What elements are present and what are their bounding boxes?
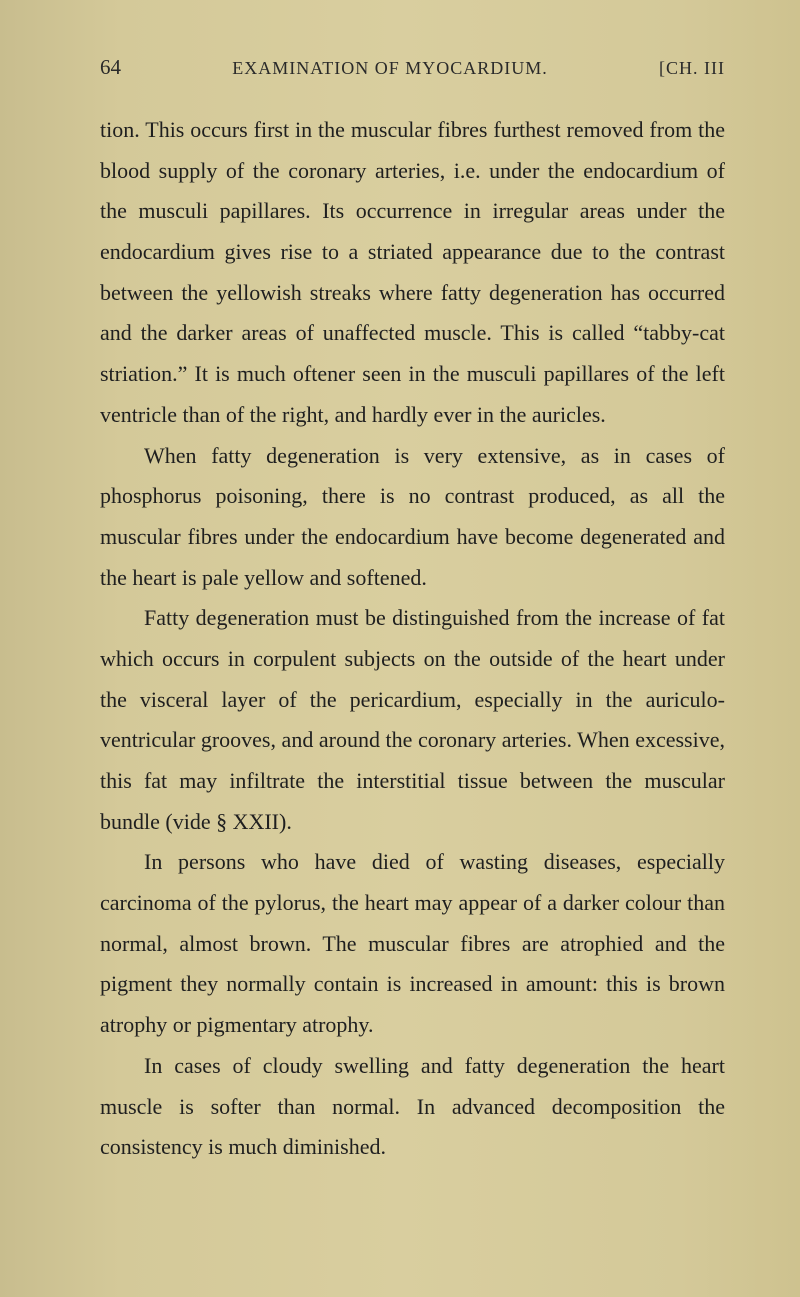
header-title: EXAMINATION OF MYOCARDIUM.	[232, 58, 548, 79]
paragraph-5: In cases of cloudy swelling and fatty de…	[100, 1046, 725, 1168]
page-number: 64	[100, 55, 121, 80]
body-text: tion. This occurs first in the muscular …	[100, 110, 725, 1168]
paragraph-3: Fatty degeneration must be distinguished…	[100, 598, 725, 842]
paragraph-1: tion. This occurs first in the muscular …	[100, 110, 725, 436]
page-header: 64 EXAMINATION OF MYOCARDIUM. [CH. III	[100, 55, 725, 80]
page-container: 64 EXAMINATION OF MYOCARDIUM. [CH. III t…	[0, 0, 800, 1297]
paragraph-2: When fatty degeneration is very extensiv…	[100, 436, 725, 599]
chapter-marker: [CH. III	[659, 58, 725, 79]
paragraph-4: In persons who have died of wasting dise…	[100, 842, 725, 1045]
